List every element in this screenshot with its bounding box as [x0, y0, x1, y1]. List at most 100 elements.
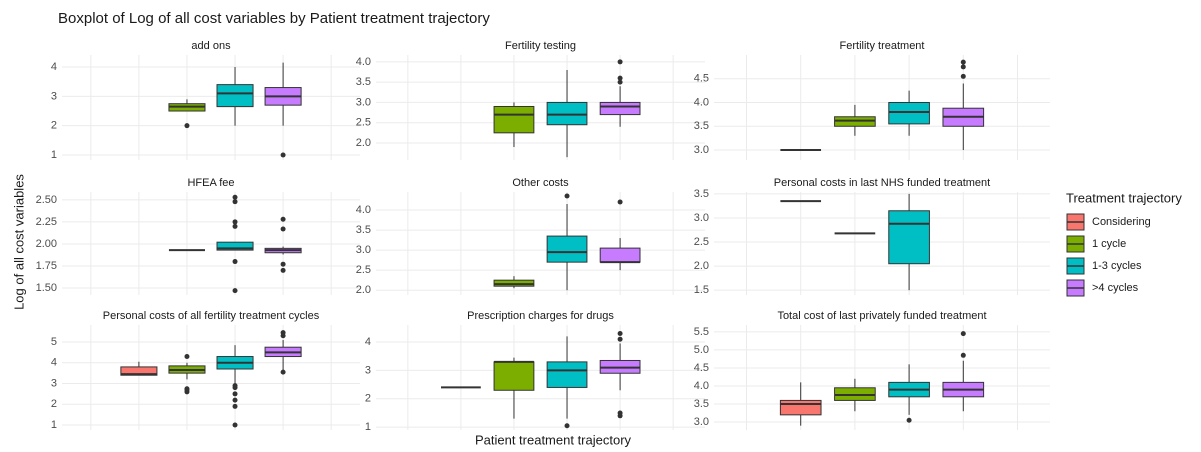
facet-title: Other costs — [512, 177, 569, 189]
legend-label: 1 cycle — [1092, 238, 1126, 250]
outlier — [280, 152, 286, 158]
facet-title: Personal costs in last NHS funded treatm… — [774, 177, 990, 189]
y-tick-label: 3.0 — [356, 244, 371, 256]
outlier — [184, 123, 190, 129]
y-axis-label: Log of all cost variables — [11, 174, 26, 310]
outlier — [280, 369, 286, 375]
box — [546, 235, 588, 263]
outlier — [617, 79, 623, 85]
outlier — [232, 223, 238, 229]
outlier — [960, 64, 966, 70]
y-tick-label: 3.5 — [694, 120, 709, 132]
y-tick-label: 2.5 — [356, 264, 371, 276]
y-tick-label: 2.0 — [694, 260, 709, 272]
y-tick-label: 4.0 — [694, 380, 709, 392]
box — [216, 84, 254, 108]
box — [888, 102, 930, 125]
y-tick-label: 3 — [365, 364, 371, 376]
y-tick-label: 5 — [51, 336, 57, 348]
box — [546, 101, 588, 126]
box — [888, 210, 930, 265]
facet-title: Personal costs of all fertility treatmen… — [103, 310, 320, 322]
outlier — [617, 75, 623, 81]
outlier — [232, 422, 238, 428]
y-tick-label: 3.5 — [356, 76, 371, 88]
box — [493, 279, 535, 287]
outlier — [960, 352, 966, 358]
y-tick-label: 3.0 — [694, 212, 709, 224]
y-tick-label: 2.5 — [356, 117, 371, 129]
outlier — [232, 397, 238, 403]
y-tick-label: 3 — [51, 377, 57, 389]
facet-title: add ons — [191, 40, 231, 52]
y-tick-label: 3.0 — [694, 144, 709, 156]
y-tick-label: 2.0 — [356, 284, 371, 296]
outlier — [184, 354, 190, 360]
outlier — [184, 386, 190, 392]
y-tick-label: 4 — [365, 336, 371, 348]
outlier — [960, 73, 966, 79]
y-tick-label: 4.0 — [694, 96, 709, 108]
box — [599, 247, 641, 263]
outlier — [232, 259, 238, 265]
facet-title: HFEA fee — [187, 177, 234, 189]
outlier — [280, 261, 286, 267]
y-tick-label: 4 — [51, 61, 57, 73]
box — [599, 101, 641, 116]
y-tick-label: 2.5 — [694, 236, 709, 248]
y-tick-label: 2.00 — [36, 238, 57, 250]
box — [493, 361, 535, 391]
outlier — [232, 383, 238, 389]
y-tick-label: 2 — [51, 120, 57, 132]
y-tick-label: 4.0 — [356, 56, 371, 68]
y-tick-label: 3.0 — [694, 416, 709, 428]
outlier — [232, 199, 238, 205]
facet-title: Total cost of last privately funded trea… — [777, 310, 986, 322]
y-tick-label: 1.75 — [36, 260, 57, 272]
y-tick-label: 4.5 — [694, 362, 709, 374]
outlier — [617, 410, 623, 416]
legend-label: 1-3 cycles — [1092, 260, 1142, 272]
legend-label: >4 cycles — [1092, 282, 1139, 294]
y-tick-label: 3.5 — [694, 188, 709, 200]
outlier — [960, 331, 966, 337]
y-tick-label: 2.0 — [356, 137, 371, 149]
y-tick-label: 1.5 — [694, 284, 709, 296]
outlier — [280, 267, 286, 273]
box — [120, 366, 158, 376]
y-tick-label: 1.50 — [36, 282, 57, 294]
y-tick-label: 2 — [365, 393, 371, 405]
outlier — [906, 417, 912, 423]
y-tick-label: 4.5 — [694, 73, 709, 85]
box — [779, 399, 822, 416]
outlier — [280, 330, 286, 336]
y-tick-label: 3 — [51, 90, 57, 102]
facet-title: Fertility treatment — [840, 40, 925, 52]
outlier — [564, 193, 570, 199]
outlier — [617, 59, 623, 65]
y-tick-label: 5.0 — [694, 344, 709, 356]
y-tick-label: 2.25 — [36, 216, 57, 228]
y-tick-label: 4.0 — [356, 204, 371, 216]
y-tick-label: 1 — [51, 419, 57, 431]
box — [493, 105, 535, 134]
legend-title: Treatment trajectory — [1066, 190, 1182, 205]
facet-title: Fertility testing — [505, 40, 576, 52]
outlier — [280, 216, 286, 222]
y-tick-label: 2.50 — [36, 194, 57, 206]
y-tick-label: 1 — [51, 149, 57, 161]
outlier — [617, 199, 623, 205]
outlier — [232, 194, 238, 200]
outlier — [617, 336, 623, 342]
outlier — [280, 226, 286, 232]
y-tick-label: 5.5 — [694, 326, 709, 338]
outlier — [617, 331, 623, 337]
box — [546, 361, 588, 388]
outlier — [232, 391, 238, 397]
outlier — [232, 219, 238, 225]
y-tick-label: 4 — [51, 357, 57, 369]
box — [216, 241, 254, 251]
outlier — [232, 403, 238, 409]
outlier — [232, 288, 238, 294]
